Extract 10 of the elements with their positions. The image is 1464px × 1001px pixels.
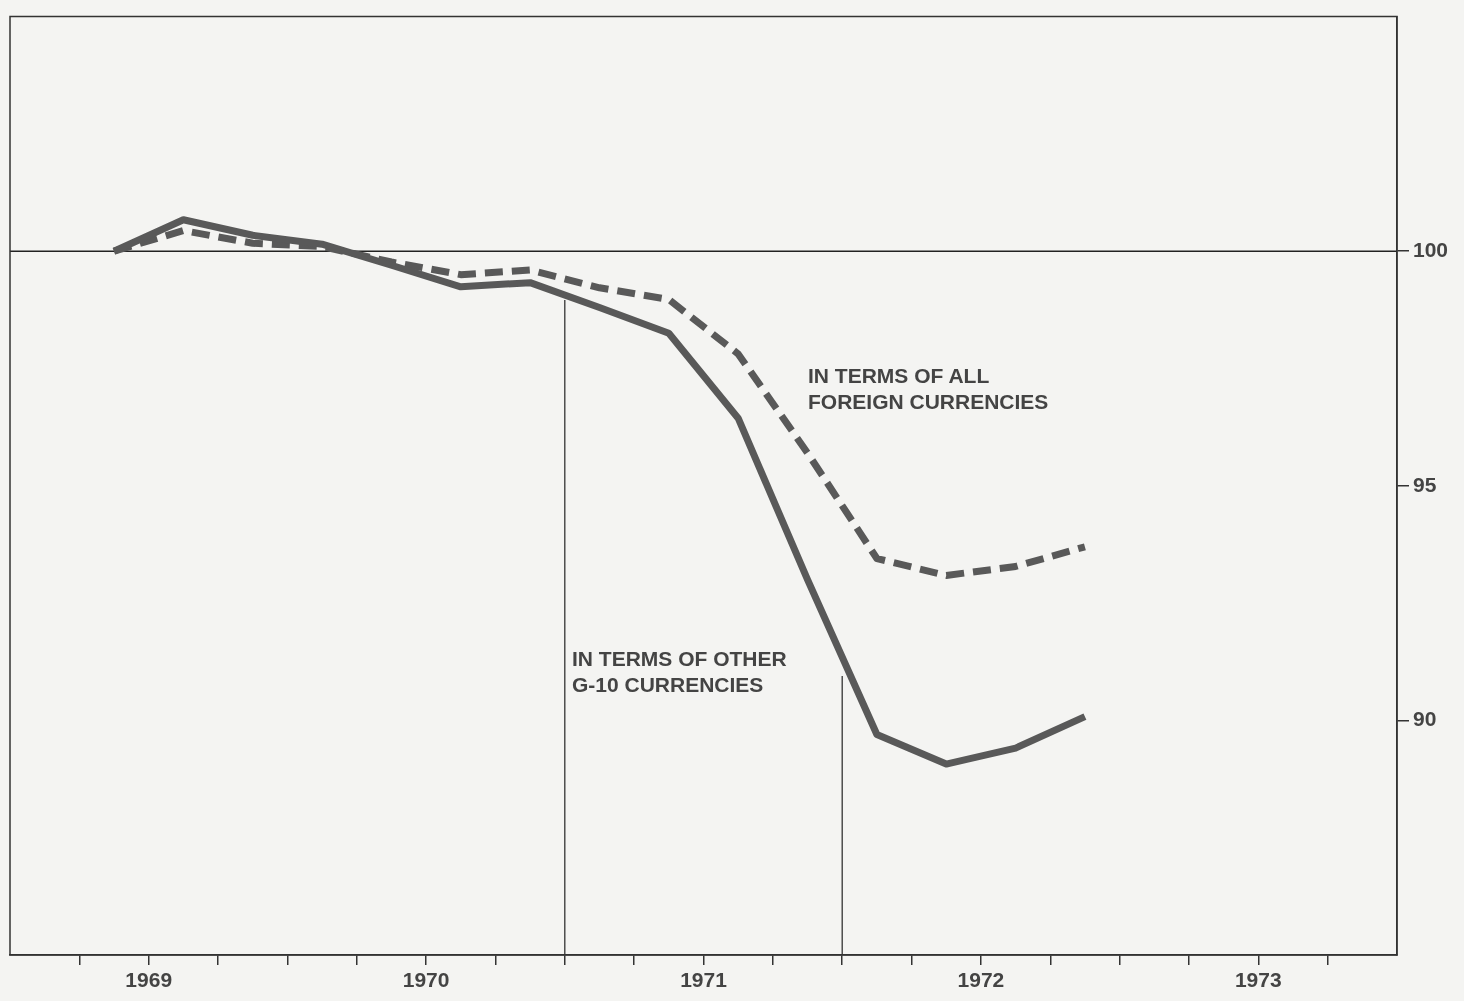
text: IN TERMS OF OTHER G-10 CURRENCIES bbox=[572, 647, 787, 697]
y-tick-label: 100 bbox=[1413, 238, 1449, 261]
x-tick-label: 1973 bbox=[1234, 968, 1282, 992]
series-label: IN TERMS OF ALL FOREIGN CURRENCIES bbox=[808, 364, 1049, 414]
x-tick-label: 1969 bbox=[125, 968, 173, 992]
y-tick-label: 90 bbox=[1413, 707, 1437, 731]
x-tick-label: 1972 bbox=[957, 968, 1005, 992]
x-tick-label: 1970 bbox=[402, 968, 450, 992]
x-tick-label: 1971 bbox=[680, 968, 728, 992]
y-tick-label: 95 bbox=[1413, 472, 1437, 496]
